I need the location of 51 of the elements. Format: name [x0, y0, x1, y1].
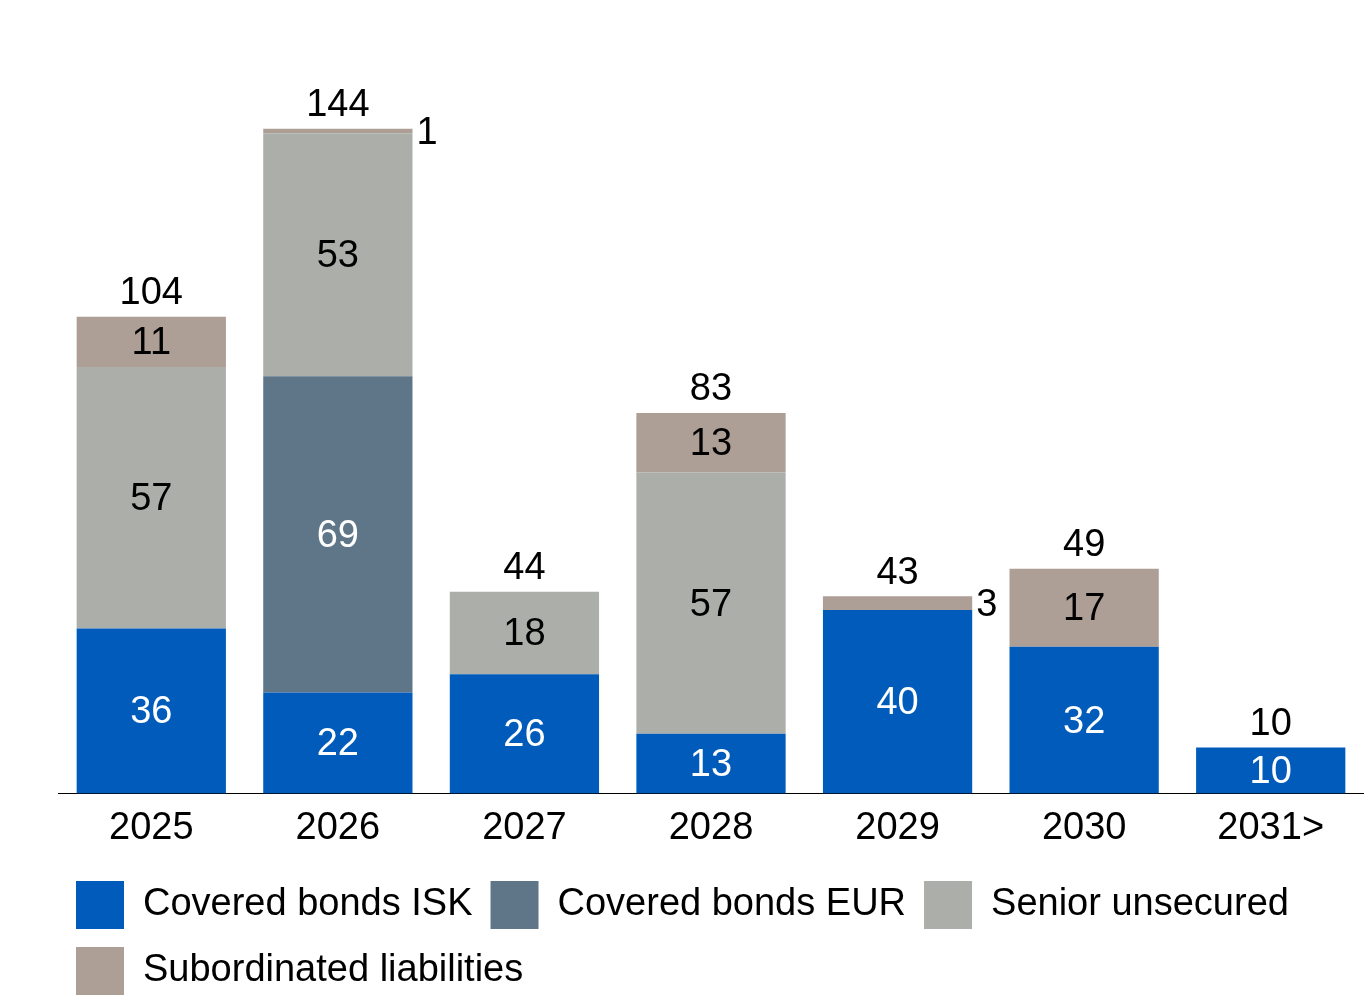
legend-label: Covered bonds ISK [143, 881, 473, 924]
bar [263, 692, 413, 794]
data-label: 26 [503, 712, 546, 755]
x-tick-label: 2028 [668, 804, 754, 847]
x-tick-label: 2029 [855, 804, 940, 847]
bar [1009, 568, 1159, 647]
data-label: 57 [130, 476, 173, 519]
data-label: 13 [689, 421, 733, 464]
total-label: 144 [306, 82, 370, 125]
x-tick-label: 2030 [1041, 804, 1127, 847]
bar [1196, 747, 1346, 794]
total-label: 83 [689, 366, 733, 409]
x-tick-label: 2031> [1217, 804, 1325, 847]
bar [636, 412, 786, 473]
bar [76, 316, 226, 368]
bar [263, 376, 413, 693]
data-label: 22 [316, 721, 359, 764]
bar [822, 596, 973, 611]
x-tick-label: 2027 [482, 804, 567, 847]
bar [822, 610, 973, 794]
total-label: 43 [876, 549, 919, 592]
total-label: 10 [1249, 701, 1292, 744]
legend-label: Senior unsecured [991, 881, 1289, 924]
data-label: 69 [316, 512, 359, 555]
data-label: 57 [689, 581, 733, 624]
data-label: 10 [1249, 748, 1292, 791]
legend-label: Subordinated liabilities [143, 947, 524, 990]
data-label: 40 [876, 680, 919, 723]
bar [449, 591, 600, 675]
bar [76, 628, 226, 794]
total-label: 44 [503, 545, 546, 588]
total-label: 104 [119, 270, 183, 313]
data-label: 18 [503, 611, 546, 654]
data-label: 13 [689, 742, 733, 785]
bar [263, 133, 413, 377]
legend-label: Covered bonds EUR [557, 881, 907, 924]
bar [636, 733, 786, 794]
bar [1009, 646, 1159, 794]
x-tick-label: 2026 [295, 804, 381, 847]
bar [76, 367, 226, 629]
total-label: 49 [1063, 522, 1106, 565]
data-label: 1 [416, 109, 438, 152]
data-label: 32 [1063, 698, 1106, 741]
data-label: 53 [316, 233, 359, 276]
data-label: 3 [976, 581, 998, 624]
bar [449, 674, 600, 794]
data-label: 36 [130, 689, 173, 732]
data-label: 17 [1063, 586, 1106, 629]
x-tick-label: 2025 [109, 804, 194, 847]
bar [636, 472, 786, 734]
data-label: 11 [131, 320, 172, 363]
